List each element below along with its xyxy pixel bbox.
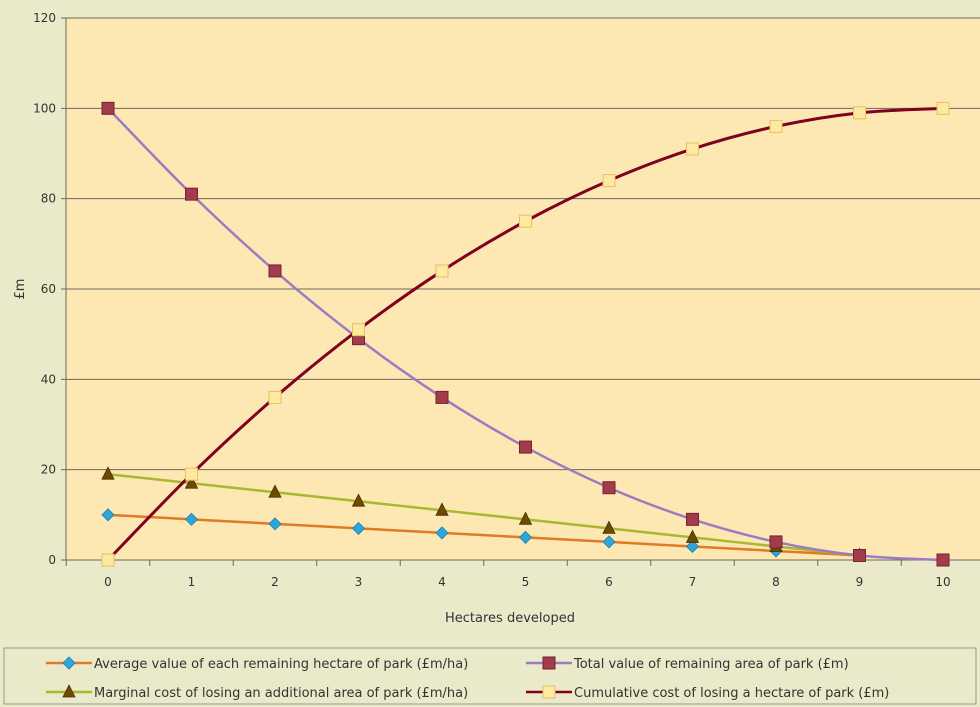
x-tick-label: 0 [104,575,112,589]
data-point [686,142,699,156]
series-line [107,513,860,557]
data-point [435,502,449,516]
data-point [268,264,282,278]
data-point [352,323,365,337]
gridlines [66,17,980,471]
x-tick-label: 9 [856,575,864,589]
data-point [769,535,783,549]
legend-label: Average value of each remaining hectare … [94,657,468,672]
y-tick-label: 80 [41,192,56,206]
y-tick-label: 100 [33,101,56,115]
data-point [602,535,616,549]
data-point [853,106,866,120]
x-tick-label: 1 [188,575,196,589]
data-point [519,440,532,454]
data-point [769,119,783,133]
data-point [351,521,366,535]
series-line [106,106,944,562]
data-point [936,101,950,115]
x-tick-label: 8 [772,575,780,589]
y-tick-label: 0 [48,553,56,567]
data-point [184,512,199,526]
y-tick-label: 40 [41,372,56,386]
x-tick-label: 4 [438,575,446,589]
legend-label: Marginal cost of losing an additional ar… [94,686,468,701]
data-point [686,512,699,526]
data-point [185,467,198,481]
series-line [107,107,944,562]
data-point [101,508,115,522]
data-point [268,517,282,531]
x-tick-label: 5 [522,575,530,589]
x-axis-title: Hectares developed [445,611,575,626]
data-point [602,481,616,495]
data-point [184,475,199,489]
data-point [602,520,616,534]
x-tick-label: 10 [935,575,950,589]
data-point [435,390,449,404]
data-point [936,553,950,567]
data-point [542,685,556,699]
x-tick-label: 7 [689,575,697,589]
axes [61,17,980,566]
series-lines [106,106,944,562]
data-point [685,539,700,554]
y-tick-label: 120 [33,11,56,25]
data-point [351,493,366,507]
data-point [268,390,282,404]
y-tick-label: 20 [41,463,56,477]
legend-label: Total value of remaining area of park (£… [573,657,849,672]
data-point [685,529,700,543]
data-point [101,553,115,567]
data-point [101,101,115,115]
x-tick-label: 3 [355,575,363,589]
x-tick-label: 2 [271,575,279,589]
data-point [101,466,115,480]
data-point [435,264,449,278]
series-line [107,472,860,557]
data-point [518,530,533,544]
tick-labels: 0 20 40 60 80 100 120 0 1 2 3 4 5 6 7 8 9 10 [33,11,951,589]
legend: Average value of each remaining hectare … [46,656,889,701]
legend-label: Cumulative cost of losing a hectare of p… [574,686,889,701]
data-point [519,214,532,228]
y-tick-label: 60 [41,282,56,296]
data-point [542,656,556,670]
y-axis-title: £m [13,279,28,300]
series-markers [101,101,950,567]
data-point [62,656,76,670]
data-point [518,511,533,525]
data-point [185,187,198,201]
data-point [435,526,449,540]
legend-box [3,647,977,705]
x-tick-label: 6 [605,575,613,589]
data-point [268,484,282,498]
data-point [853,548,866,562]
data-point [62,684,76,698]
data-point [602,174,616,188]
